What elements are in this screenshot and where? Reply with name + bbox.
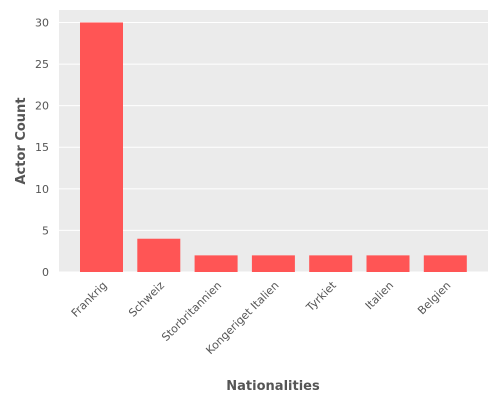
y-tick-label: 0 <box>42 266 49 279</box>
y-tick-labels: 0 5 10 15 20 25 30 <box>35 16 49 279</box>
y-tick-label: 10 <box>35 183 49 196</box>
bar-schweiz <box>137 238 181 272</box>
bar-kongeriget-italien <box>251 255 295 272</box>
x-tick-label: Tyrkiet <box>303 278 339 314</box>
bars <box>80 22 467 272</box>
x-tick-label: Italien <box>363 279 396 312</box>
bar-italien <box>366 255 410 272</box>
y-tick-label: 30 <box>35 16 49 29</box>
y-tick-label: 25 <box>35 58 49 71</box>
y-tick-label: 5 <box>42 224 49 237</box>
y-axis-title: Actor Count <box>14 97 29 184</box>
y-tick-label: 15 <box>35 141 49 154</box>
bar-frankrig <box>80 22 123 272</box>
x-tick-label: Belgien <box>415 279 453 317</box>
bar-belgien <box>423 255 467 272</box>
x-axis-title: Nationalities <box>226 379 320 394</box>
plot-background <box>59 10 488 272</box>
x-tick-labels: Frankrig SchweizStorbritannienKongeriget … <box>69 278 454 357</box>
y-tick-label: 20 <box>35 100 49 113</box>
x-tick-label: Frankrig <box>69 279 110 320</box>
x-tick-label: Storbritannien <box>159 279 224 344</box>
bar-storbritannien <box>194 255 238 272</box>
grid-lines <box>59 21 488 273</box>
bar-tyrkiet <box>309 255 353 272</box>
x-tick-label: Schweiz <box>126 279 167 320</box>
